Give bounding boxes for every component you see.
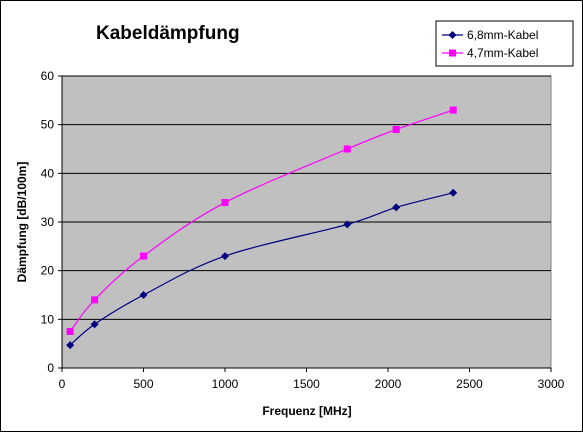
legend-marker bbox=[448, 31, 457, 39]
x-tick-label: 1500 bbox=[293, 377, 320, 391]
data-point bbox=[90, 320, 99, 329]
data-point bbox=[343, 220, 352, 229]
y-tick-label: 50 bbox=[41, 118, 55, 132]
data-point bbox=[66, 341, 75, 350]
data-point bbox=[392, 203, 401, 212]
data-point bbox=[221, 199, 229, 207]
data-point bbox=[449, 106, 457, 114]
x-tick-label: 3000 bbox=[538, 377, 565, 391]
legend: 6,8mm-Kabel 4,7mm-Kabel bbox=[435, 20, 574, 67]
data-point bbox=[140, 252, 147, 260]
y-axis-title: Dämpfung [dB/100m] bbox=[15, 162, 29, 283]
data-point bbox=[139, 291, 148, 299]
y-tick-label: 60 bbox=[41, 69, 55, 83]
legend-box bbox=[435, 20, 574, 67]
legend-label: 4,7mm-Kabel bbox=[467, 46, 538, 60]
x-tick-label: 2500 bbox=[456, 377, 483, 391]
tick-labels: 0 10 20 30 40 50 60 0 500 1000 1500 2000 2500 3000 bbox=[41, 69, 565, 391]
data-point bbox=[449, 188, 458, 197]
data-point bbox=[343, 145, 351, 153]
series-1 bbox=[66, 106, 457, 335]
legend-label: 6,8mm-Kabel bbox=[467, 28, 538, 42]
series-layer bbox=[66, 106, 458, 350]
x-tick-label: 500 bbox=[133, 377, 153, 391]
x-tick-label: 0 bbox=[59, 377, 66, 391]
data-point bbox=[66, 328, 74, 335]
data-point bbox=[221, 252, 229, 261]
axes bbox=[58, 75, 552, 372]
y-tick-label: 30 bbox=[41, 215, 55, 229]
y-tick-label: 0 bbox=[47, 361, 54, 375]
legend-marker bbox=[449, 49, 456, 57]
y-tick-label: 10 bbox=[41, 312, 55, 326]
x-tick-label: 2000 bbox=[375, 377, 402, 391]
series-0 bbox=[66, 188, 458, 350]
y-tick-label: 20 bbox=[41, 264, 55, 278]
x-tick-label: 1000 bbox=[212, 377, 239, 391]
x-axis-title: Frequenz [MHz] bbox=[262, 404, 351, 418]
gridlines bbox=[62, 75, 551, 320]
data-point bbox=[91, 296, 99, 304]
chart-title: Kabeldämpfung bbox=[96, 23, 240, 44]
y-tick-label: 40 bbox=[41, 166, 55, 180]
data-point bbox=[392, 126, 400, 134]
